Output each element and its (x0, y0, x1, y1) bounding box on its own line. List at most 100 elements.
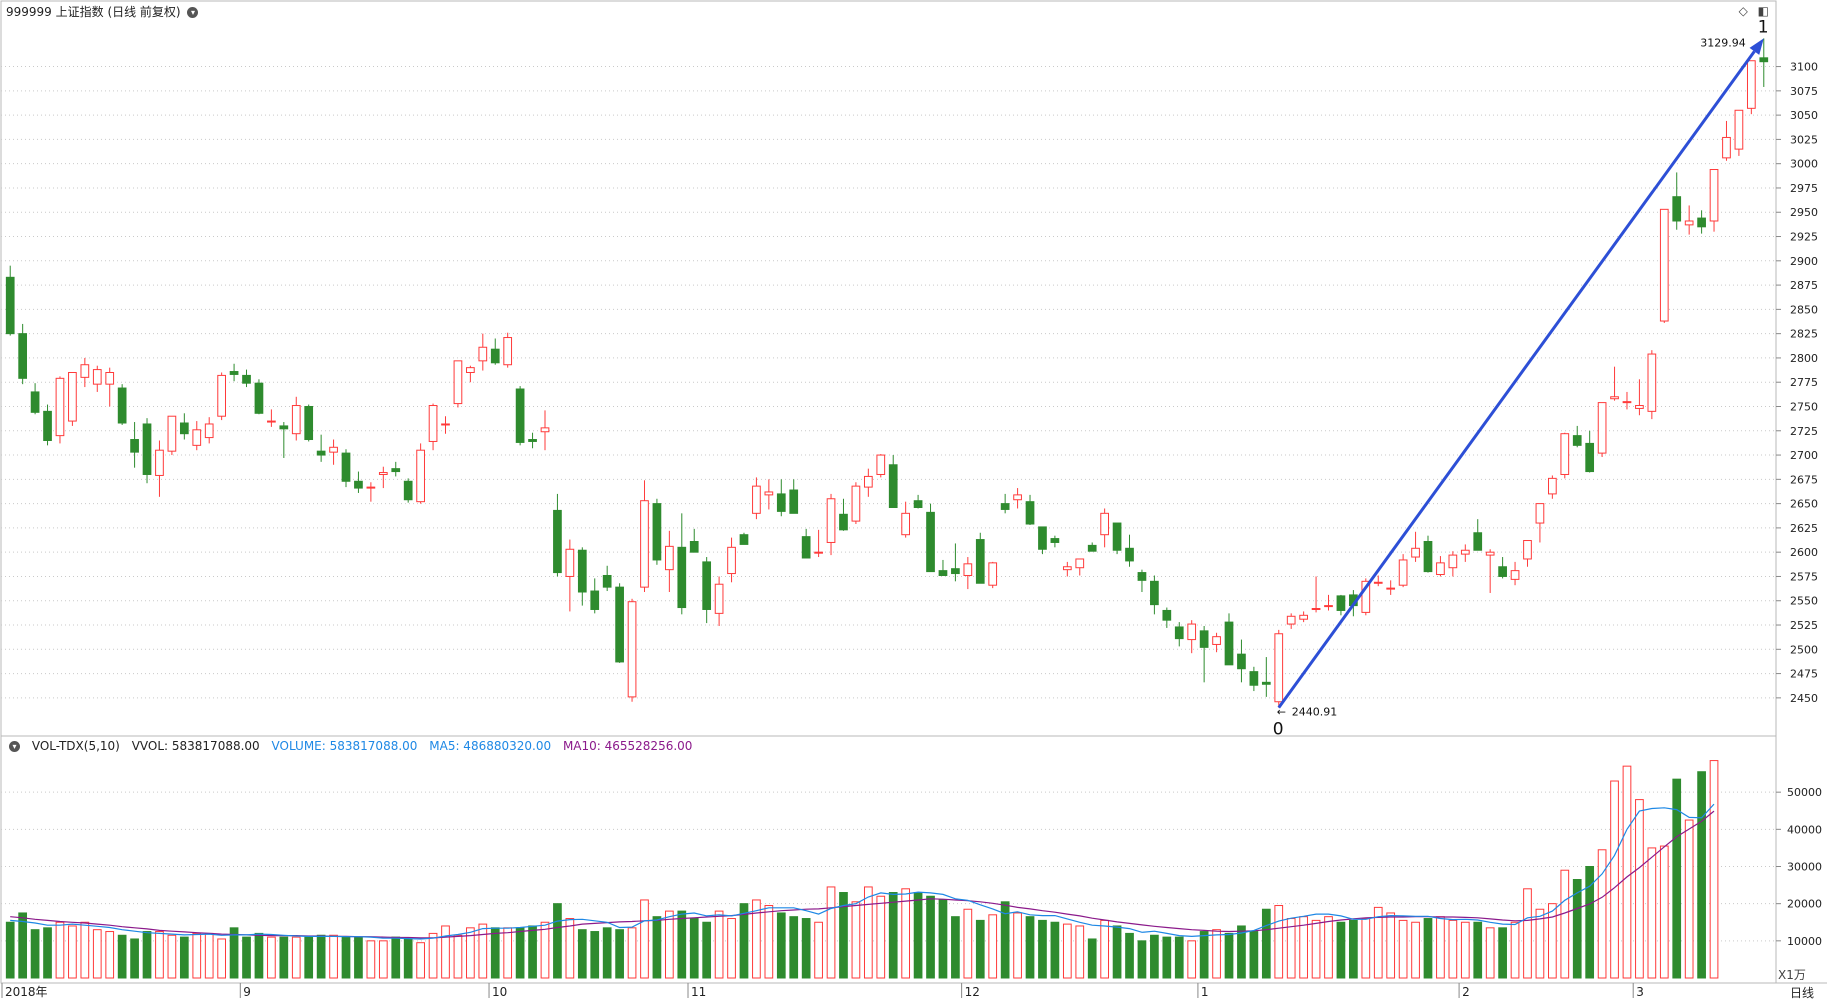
candle-body (1237, 653, 1246, 670)
volume-bar (975, 919, 985, 979)
volume-bar (403, 938, 413, 979)
volume-bar (242, 936, 251, 979)
candle-body (1000, 503, 1010, 510)
candle-body (1100, 512, 1109, 536)
candle-body (155, 449, 164, 476)
candle-body (876, 454, 886, 475)
volume-bar (229, 927, 239, 979)
volume-bar (665, 910, 674, 979)
volume-bar (1498, 927, 1507, 979)
volume-bar (602, 927, 612, 979)
price-tick-label: 3000 (1790, 158, 1818, 171)
candle-body (528, 439, 537, 442)
volume-bar (478, 923, 488, 979)
candle-body (1187, 623, 1197, 641)
volume-bar (267, 936, 276, 979)
candle-body (1647, 353, 1657, 412)
volume-bar (1075, 925, 1085, 979)
candle-body (55, 377, 65, 437)
trend-arrow-line[interactable] (1277, 50, 1756, 709)
candle-body (602, 574, 612, 588)
volume-bar (329, 934, 338, 979)
volume-bar (1249, 931, 1259, 979)
candle-body (304, 405, 314, 441)
candle-body (1535, 503, 1545, 524)
volume-bar (1224, 932, 1234, 979)
price-tick-label: 3025 (1790, 133, 1818, 146)
candle-body (727, 546, 736, 575)
candle-body (1025, 501, 1035, 525)
volume-bar (354, 936, 363, 979)
candle-body (1610, 396, 1619, 400)
candle-body (776, 493, 786, 512)
volume-axis: 10000 20000 30000 40000 50000 (1776, 786, 1822, 948)
price-tick-label: 2775 (1790, 376, 1818, 389)
candle-body (291, 405, 301, 435)
volume-bar (1361, 918, 1371, 979)
candle-body (1709, 169, 1719, 222)
candle-body (577, 549, 587, 593)
candle-body (764, 491, 774, 496)
volume-bar (926, 895, 935, 979)
candle-body (142, 423, 152, 475)
volume-bar (702, 921, 712, 979)
volume-value: VOLUME: 583817088.00 (271, 739, 418, 753)
period-label[interactable]: 日线 (1790, 986, 1814, 1000)
chart-title: 999999 上证指数 (日线 前复权) (6, 5, 181, 19)
time-tick-label: 2 (1462, 985, 1470, 999)
candle-body (975, 539, 985, 584)
candle-body (615, 586, 624, 663)
candle-body (801, 536, 811, 559)
price-tick-label: 2500 (1790, 643, 1818, 656)
candle-body (1087, 544, 1097, 552)
time-tick-label: 12 (965, 985, 980, 999)
candle-body (279, 425, 289, 430)
candle-body (1199, 630, 1209, 648)
volume-bar (1411, 921, 1420, 979)
volume-bar (826, 886, 836, 979)
candle-body (1734, 109, 1744, 150)
expand-icon[interactable]: ◇ (1738, 4, 1748, 18)
candle-body (553, 509, 562, 574)
volume-bar (938, 899, 948, 979)
volume-tick-label: 30000 (1787, 861, 1822, 874)
candle-body (1659, 208, 1669, 322)
candle-body (1597, 402, 1607, 454)
candle-body (466, 367, 475, 373)
volume-bar (304, 936, 314, 979)
candle-body (1373, 581, 1383, 584)
volume-bar (1386, 912, 1396, 979)
toolbar: ◇ ◧ (1733, 4, 1769, 18)
volume-bar (1709, 760, 1719, 979)
volume-bar (1274, 905, 1284, 979)
candle-body (1038, 526, 1047, 550)
candle-body (1299, 614, 1308, 620)
ma10-value: MA10: 465528256.00 (562, 739, 693, 753)
candle-body (540, 427, 550, 433)
volume-bar (1572, 879, 1582, 979)
chevron-down-icon[interactable]: ▾ (187, 7, 199, 18)
volume-bar (117, 934, 127, 979)
candle-body (888, 464, 898, 509)
candle-body (378, 472, 388, 475)
price-tick-label: 2725 (1790, 425, 1818, 438)
panel-toggle-icon[interactable]: ◧ (1757, 4, 1769, 18)
volume-bar (68, 925, 77, 979)
chevron-down-icon[interactable]: ▾ (9, 741, 20, 752)
volume-bar (764, 905, 774, 979)
volume-bar (1000, 901, 1010, 979)
volume-bar (279, 936, 289, 979)
volume-bar (1548, 903, 1557, 979)
candle-body (316, 450, 326, 456)
volume-bar (1324, 916, 1333, 979)
volume-bar (391, 936, 401, 979)
price-tick-label: 2900 (1790, 255, 1818, 268)
volume-bar (1560, 869, 1570, 979)
candle-body (1062, 566, 1072, 571)
trend-arrow-annotation[interactable] (1277, 38, 1764, 709)
volume-bar (951, 916, 960, 979)
candle-body (105, 372, 115, 385)
candle-body (1386, 587, 1396, 590)
volume-bar (1672, 778, 1682, 979)
